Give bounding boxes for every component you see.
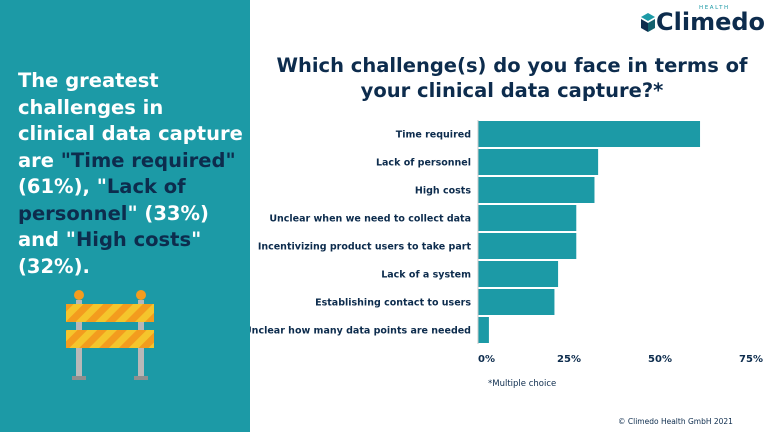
bar [478, 233, 577, 259]
x-tick-label: 25% [557, 354, 581, 365]
x-tick-label: 50% [648, 354, 672, 365]
left-panel: The greatest challenges in clinical data… [0, 0, 250, 432]
headline-highlight-1: "Time required" [60, 148, 236, 172]
bar [478, 121, 701, 147]
bar [478, 261, 559, 287]
headline-text-2: (61%), " [18, 175, 107, 198]
category-label: High costs [415, 186, 471, 197]
headline-highlight-2: Lack of personnel [18, 175, 186, 225]
headline: The greatest challenges in clinical data… [18, 68, 246, 280]
multiple-choice-note: *Multiple choice [488, 379, 557, 389]
category-label: Incentivizing product users to take part [258, 242, 472, 253]
x-tick-label: 0% [478, 354, 495, 365]
headline-text-4: " (32%). [18, 228, 202, 278]
headline-text-3: " (33%) and " [18, 201, 209, 252]
copyright-footer: © Climedo Health GmbH 2021 [618, 417, 733, 426]
headline-text-1: The greatest challenges in clinical data… [18, 69, 243, 172]
bar [478, 177, 595, 203]
x-tick-label: 75% [739, 354, 763, 365]
bar [478, 205, 577, 231]
bar [478, 317, 489, 343]
bar [478, 149, 599, 175]
category-label: Unclear how many data points are needed [250, 326, 471, 337]
category-label: Lack of a system [381, 270, 471, 281]
bar-chart: Time required Lack of personnel High costs… [250, 120, 763, 365]
headline-highlight-3: High costs [75, 228, 192, 251]
road-barrier-icon [66, 290, 154, 380]
brand-name: Climedo [656, 8, 766, 36]
category-label: Time required [396, 130, 471, 141]
category-label: Lack of personnel [376, 158, 471, 169]
brand-sub: HEALTH [699, 5, 730, 11]
category-label: Unclear when we need to collect data [269, 214, 471, 225]
bar [478, 289, 555, 315]
category-label: Establishing contact to users [315, 298, 471, 309]
cube-logo-icon [641, 13, 655, 32]
chart-title: Which challenge(s) do you face in terms … [276, 54, 748, 102]
